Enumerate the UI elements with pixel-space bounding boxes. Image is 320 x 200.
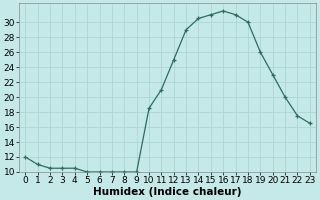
X-axis label: Humidex (Indice chaleur): Humidex (Indice chaleur) bbox=[93, 187, 242, 197]
